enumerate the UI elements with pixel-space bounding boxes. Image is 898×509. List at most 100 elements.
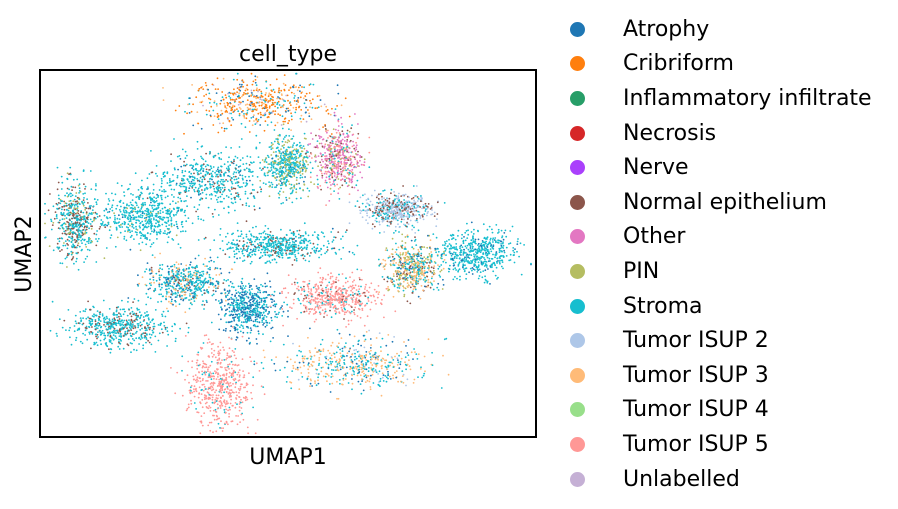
scatter-point xyxy=(443,252,445,255)
scatter-point xyxy=(233,253,236,256)
scatter-point xyxy=(322,138,325,141)
scatter-point xyxy=(339,168,342,171)
scatter-point xyxy=(276,140,279,143)
scatter-point xyxy=(148,239,151,241)
scatter-point xyxy=(116,204,119,207)
scatter-point xyxy=(301,173,304,175)
scatter-point xyxy=(284,150,287,153)
scatter-point xyxy=(331,163,334,166)
scatter-point xyxy=(431,213,434,216)
scatter-point xyxy=(481,276,484,279)
scatter-point xyxy=(369,209,372,212)
scatter-point xyxy=(96,213,98,215)
scatter-point xyxy=(338,132,341,134)
scatter-point xyxy=(120,205,122,208)
scatter-point xyxy=(44,236,47,239)
scatter-point xyxy=(220,109,223,112)
scatter-point xyxy=(320,105,323,108)
scatter-point xyxy=(181,169,184,172)
scatter-point xyxy=(182,179,184,182)
scatter-point xyxy=(292,189,294,192)
scatter-point xyxy=(214,171,217,174)
scatter-point xyxy=(398,266,401,269)
scatter-point xyxy=(198,183,201,186)
scatter-point xyxy=(144,209,147,212)
scatter-point xyxy=(470,221,473,224)
scatter-point xyxy=(219,247,222,250)
scatter-point xyxy=(330,247,333,250)
scatter-point xyxy=(478,250,481,253)
scatter-point xyxy=(301,170,304,172)
scatter-point xyxy=(177,196,180,199)
scatter-point xyxy=(250,260,253,263)
scatter-point xyxy=(265,92,267,94)
scatter-point xyxy=(175,223,178,226)
scatter-point xyxy=(76,225,78,228)
scatter-point xyxy=(103,214,106,217)
scatter-point xyxy=(309,106,311,108)
scatter-point xyxy=(214,208,216,211)
scatter-point xyxy=(462,242,465,245)
scatter-point xyxy=(56,217,58,220)
scatter-point xyxy=(153,228,156,231)
scatter-point xyxy=(245,235,248,238)
scatter-point xyxy=(343,140,346,142)
scatter-point xyxy=(217,170,220,173)
scatter-point xyxy=(177,201,180,203)
scatter-point xyxy=(158,225,160,227)
scatter-point xyxy=(222,98,225,101)
scatter-point xyxy=(297,252,300,255)
scatter-point xyxy=(165,225,168,228)
scatter-point xyxy=(119,224,122,226)
scatter-point xyxy=(384,218,387,221)
scatter-point xyxy=(270,181,273,184)
scatter-point xyxy=(500,229,503,232)
scatter-point xyxy=(276,97,278,100)
scatter-point xyxy=(297,101,300,103)
scatter-point xyxy=(337,178,340,180)
scatter-point xyxy=(86,240,88,243)
scatter-point xyxy=(276,103,278,106)
scatter-point xyxy=(328,159,331,162)
scatter-point xyxy=(473,253,475,256)
scatter-point xyxy=(175,213,177,216)
scatter-point xyxy=(225,109,228,112)
scatter-point xyxy=(272,165,275,168)
scatter-point xyxy=(272,238,274,241)
scatter-point xyxy=(237,87,240,89)
scatter-point xyxy=(277,134,280,137)
scatter-point xyxy=(340,146,343,149)
scatter-point xyxy=(356,200,359,203)
scatter-point xyxy=(289,229,291,232)
scatter-point xyxy=(319,99,322,101)
scatter-point xyxy=(382,258,385,261)
scatter-point xyxy=(287,107,289,110)
scatter-point xyxy=(228,175,231,178)
scatter-point xyxy=(63,218,66,220)
scatter-point xyxy=(291,241,294,243)
scatter-point xyxy=(305,149,308,152)
scatter-point xyxy=(103,209,106,212)
scatter-point xyxy=(420,267,423,270)
scatter-point xyxy=(387,214,389,216)
scatter-point xyxy=(426,207,429,210)
scatter-point xyxy=(280,182,283,185)
scatter-point xyxy=(179,182,182,185)
scatter-point xyxy=(122,202,125,205)
scatter-point xyxy=(172,239,175,241)
scatter-point xyxy=(316,107,319,109)
scatter-point xyxy=(132,194,134,196)
scatter-point xyxy=(386,211,388,213)
scatter-point xyxy=(279,241,281,244)
scatter-point xyxy=(235,168,237,171)
scatter-point xyxy=(276,121,279,124)
scatter-point xyxy=(412,247,415,250)
scatter-point xyxy=(98,215,101,217)
scatter-point xyxy=(166,216,168,219)
scatter-point xyxy=(252,116,255,118)
scatter-point xyxy=(202,88,205,90)
scatter-point xyxy=(254,81,257,84)
scatter-point xyxy=(341,151,344,154)
scatter-point xyxy=(119,226,121,229)
scatter-point xyxy=(308,92,311,94)
